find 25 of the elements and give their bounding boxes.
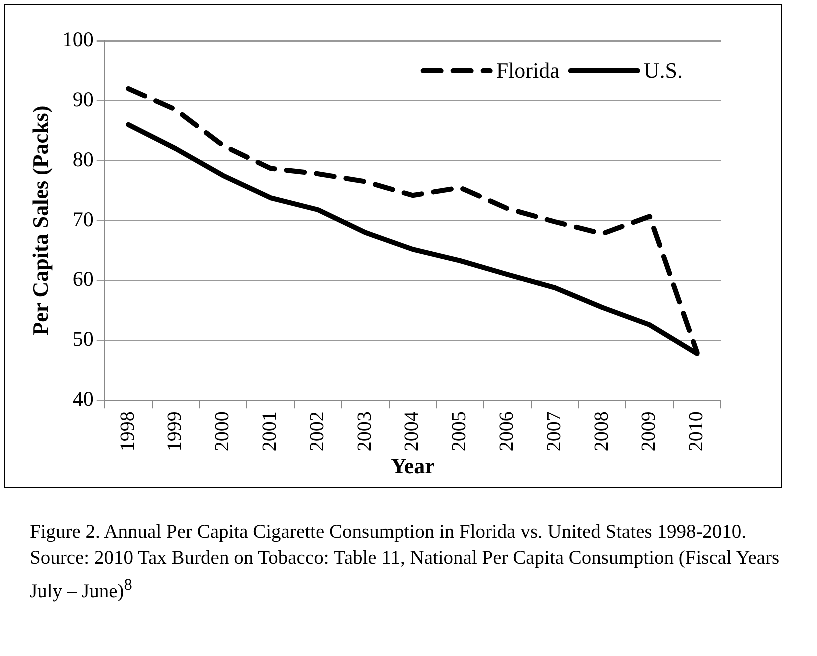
x-tick-label: 2007 <box>543 412 566 452</box>
y-tick-label: 70 <box>72 207 94 232</box>
x-tick-label: 1999 <box>164 412 186 452</box>
y-tick-label: 90 <box>72 87 94 112</box>
x-tick-label: 2008 <box>590 412 613 452</box>
x-tick-label: 1998 <box>116 412 139 452</box>
x-tick-label: 2003 <box>354 412 376 452</box>
y-axis-title: Per Capita Sales (Packs) <box>28 106 53 336</box>
y-tick-label: 80 <box>72 147 94 172</box>
y-tick-label: 100 <box>62 28 94 52</box>
x-tick-label: 2006 <box>496 412 518 452</box>
y-tick-label: 50 <box>72 327 94 352</box>
x-tick-label: 2001 <box>259 412 282 452</box>
x-tick-label: 2002 <box>306 412 328 452</box>
x-tick-label: 2009 <box>638 412 660 452</box>
x-axis-title: Year <box>390 453 436 478</box>
x-tick-label: 2010 <box>686 412 708 452</box>
legend-label: Florida <box>496 58 560 83</box>
caption: Figure 2. Annual Per Capita Cigarette Consumption in Florida vs. United States 1998-2010. Source: 2010 Tax Burden on Tobacco: Table 11, National Per Capita Consumption (Fiscal Years July – June)$^{8}$ <box>30 521 780 604</box>
x-tick-label: 2000 <box>212 412 234 452</box>
legend-label: U.S. <box>644 58 683 83</box>
x-tick-label: 2004 <box>401 412 424 452</box>
x-tick-label: 2005 <box>448 412 471 452</box>
y-tick-label: 40 <box>72 387 94 412</box>
y-tick-label: 60 <box>72 267 94 292</box>
